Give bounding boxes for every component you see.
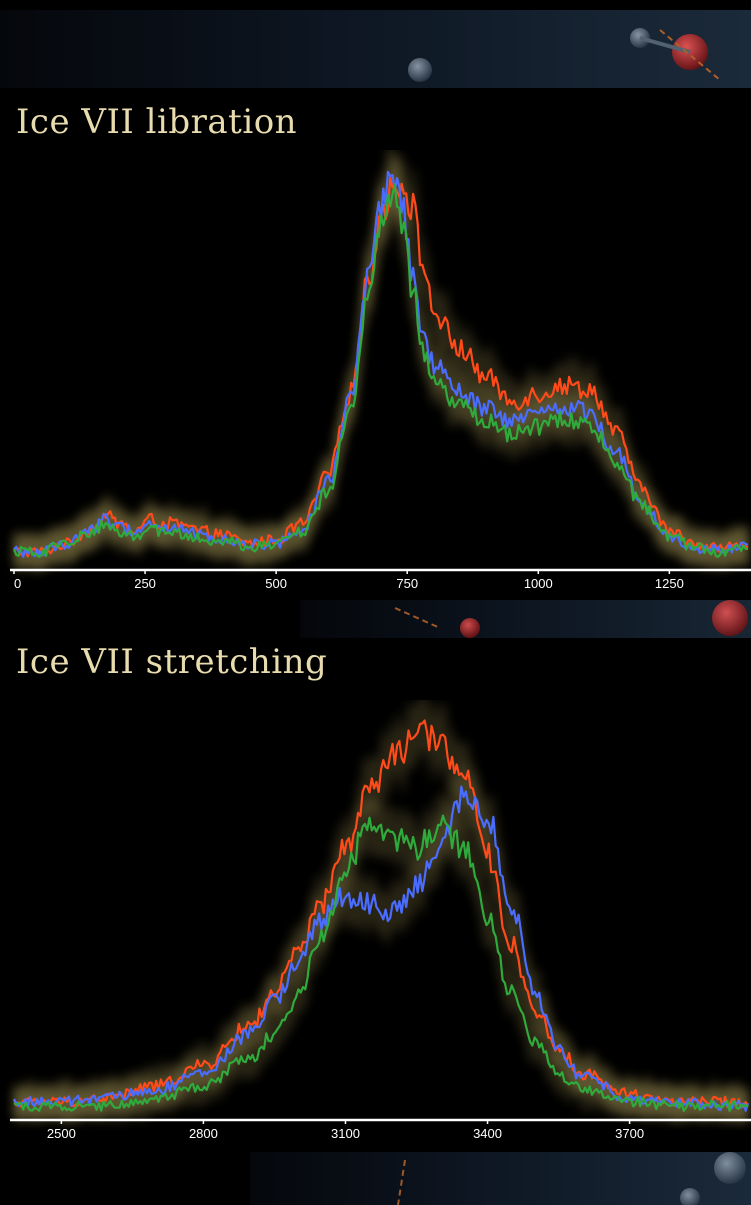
libration-tick-label: 1000: [524, 576, 553, 591]
libration-chart: 0 250 500 750 1000 1250: [10, 150, 751, 591]
stretching-tick-label: 3400: [473, 1126, 502, 1141]
molecule-decoration-bottom: [397, 1152, 746, 1205]
libration-tick-label: 750: [396, 576, 418, 591]
libration-title: Ice VII libration: [16, 102, 298, 142]
stretching-title: Ice VII stretching: [16, 642, 328, 682]
stretching-tick-label: 2800: [189, 1126, 218, 1141]
bottom-band: [250, 1152, 751, 1205]
stretching-chart: 2500 2800 3100 3400 3700: [10, 700, 751, 1141]
stretching-tick-label: 2500: [47, 1126, 76, 1141]
top-band: [0, 10, 751, 88]
stretching-series-0-line: [12, 719, 749, 1109]
libration-series: [12, 170, 749, 558]
libration-tick-label: 1250: [655, 576, 684, 591]
libration-series-2-line: [12, 183, 748, 558]
stretching-series-1-band: [14, 757, 748, 1123]
stretching-series: [12, 719, 750, 1112]
stretching-series-2-band: [14, 790, 748, 1123]
stretching-series-1-line: [13, 785, 750, 1112]
stretching-noise-bands: [14, 700, 748, 1123]
middle-band: [300, 600, 751, 638]
molecule-decoration-middle: [394, 600, 748, 638]
stretching-series-2-line: [13, 814, 749, 1112]
libration-tick-label: 500: [265, 576, 287, 591]
molecule-decoration-top: [408, 28, 721, 82]
stretching-tick-label: 3700: [615, 1126, 644, 1141]
stretching-series-0-band: [14, 700, 748, 1123]
libration-tick-label: 250: [134, 576, 156, 591]
libration-tick-label: 0: [14, 576, 21, 591]
stretching-tick-label: 3100: [331, 1126, 360, 1141]
